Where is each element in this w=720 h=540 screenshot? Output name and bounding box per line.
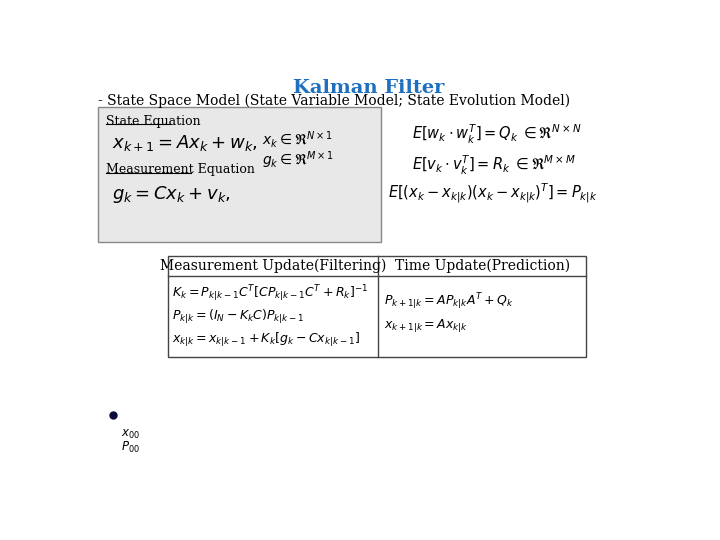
- Text: $x_k \in \mathfrak{R}^{N\times 1}$: $x_k \in \mathfrak{R}^{N\times 1}$: [262, 130, 333, 151]
- Text: Kalman Filter: Kalman Filter: [293, 79, 445, 97]
- Text: $x_{k|k} = x_{k|k-1} + K_k[g_k - Cx_{k|k-1}]$: $x_{k|k} = x_{k|k-1} + K_k[g_k - Cx_{k|k…: [172, 331, 360, 349]
- Text: $K_k = P_{k|k-1}C^T[CP_{k|k-1}C^T + R_k]^{-1}$: $K_k = P_{k|k-1}C^T[CP_{k|k-1}C^T + R_k]…: [172, 284, 369, 304]
- Text: Measurement Update(Filtering): Measurement Update(Filtering): [160, 259, 386, 273]
- Text: State Equation: State Equation: [106, 115, 200, 128]
- Text: - State Space Model (State Variable Model; State Evolution Model): - State Space Model (State Variable Mode…: [98, 94, 570, 109]
- Bar: [168, 256, 586, 357]
- Text: Measurement Equation: Measurement Equation: [106, 164, 254, 177]
- Text: $P_{00}$: $P_{00}$: [121, 440, 140, 455]
- Text: $g_k = Cx_k + v_k,$: $g_k = Cx_k + v_k,$: [112, 184, 230, 205]
- Text: $P_{k|k} = (I_N - K_k C)P_{k|k-1}$: $P_{k|k} = (I_N - K_k C)P_{k|k-1}$: [172, 308, 305, 326]
- Text: $x_{k+1} = Ax_k + w_k,$: $x_{k+1} = Ax_k + w_k,$: [112, 132, 258, 153]
- Text: $x_{k+1|k} = Ax_{k|k}$: $x_{k+1|k} = Ax_{k|k}$: [384, 318, 469, 334]
- Text: $E[v_k \cdot v_k^T] = R_k \; \in \mathfrak{R}^{M\times M}$: $E[v_k \cdot v_k^T] = R_k \; \in \mathfr…: [412, 153, 575, 177]
- Text: $E[w_k \cdot w_k^T] = Q_k \; \in \mathfrak{R}^{N\times N}$: $E[w_k \cdot w_k^T] = Q_k \; \in \mathfr…: [412, 123, 581, 146]
- FancyBboxPatch shape: [98, 107, 381, 242]
- Text: $P_{k+1|k} = AP_{k|k}A^T + Q_k$: $P_{k+1|k} = AP_{k|k}A^T + Q_k$: [384, 291, 514, 312]
- Text: $x_{00}$: $x_{00}$: [121, 428, 140, 441]
- Text: Time Update(Prediction): Time Update(Prediction): [395, 259, 570, 273]
- Text: $g_k \in \mathfrak{R}^{M\times 1}$: $g_k \in \mathfrak{R}^{M\times 1}$: [262, 150, 334, 171]
- Text: $E[(x_k - x_{k|k})(x_k - x_{k|k})^T] = P_{k|k}$: $E[(x_k - x_{k|k})(x_k - x_{k|k})^T] = P…: [388, 182, 598, 205]
